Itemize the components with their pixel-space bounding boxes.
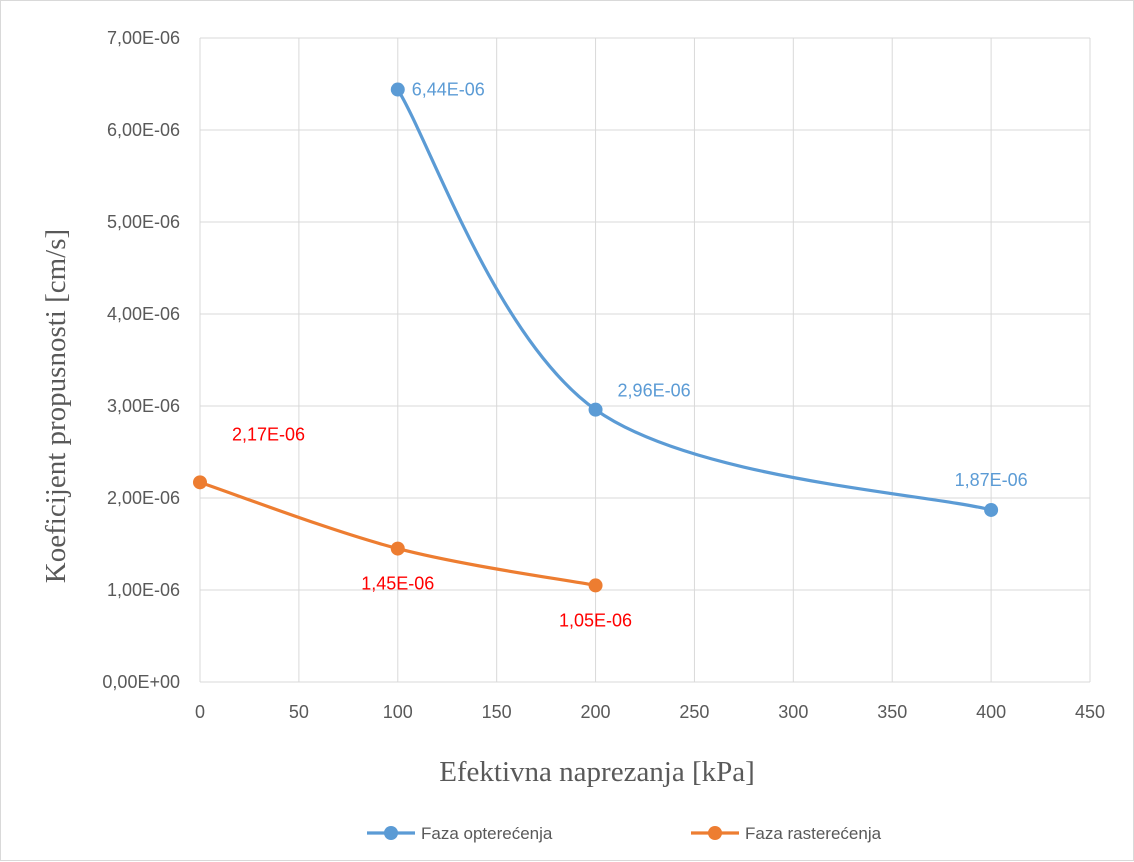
x-tick-label: 450: [1075, 702, 1105, 722]
y-tick-label: 5,00E-06: [107, 212, 180, 232]
x-tick-label: 100: [383, 702, 413, 722]
x-tick-label: 300: [778, 702, 808, 722]
data-label: 1,05E-06: [559, 610, 632, 630]
data-points: [193, 82, 999, 593]
x-axis-tick-labels: 0 50 100 150 200 250 300 350 400 450: [195, 702, 1105, 722]
legend-label: Faza rasterećenja: [745, 824, 882, 843]
data-label: 1,45E-06: [361, 574, 434, 594]
y-axis-tick-labels: 0,00E+00 1,00E-06 2,00E-06 3,00E-06 4,00E-06…: [102, 28, 180, 692]
data-point: [588, 402, 603, 417]
x-tick-label: 200: [581, 702, 611, 722]
legend-marker: [708, 826, 722, 840]
y-tick-label: 6,00E-06: [107, 120, 180, 140]
x-tick-label: 250: [679, 702, 709, 722]
data-labels: 6,44E-06 2,96E-06 1,87E-06 2,17E-06 1,45E-06…: [232, 80, 1028, 631]
data-point: [984, 502, 999, 517]
data-point: [193, 475, 207, 490]
x-tick-label: 150: [482, 702, 512, 722]
x-tick-label: 400: [976, 702, 1006, 722]
data-point: [390, 82, 405, 97]
y-tick-label: 1,00E-06: [107, 580, 180, 600]
data-label: 2,96E-06: [618, 381, 691, 401]
legend: Faza opterećenja Faza rasterećenja: [367, 824, 882, 843]
x-axis-title: Efektivna naprezanja [kPa]: [439, 756, 755, 788]
y-tick-label: 2,00E-06: [107, 488, 180, 508]
x-tick-label: 0: [195, 702, 205, 722]
x-tick-label: 350: [877, 702, 907, 722]
y-tick-label: 0,00E+00: [102, 672, 180, 692]
x-tick-label: 50: [289, 702, 309, 722]
legend-label: Faza opterećenja: [421, 824, 553, 843]
y-tick-label: 3,00E-06: [107, 396, 180, 416]
data-label: 2,17E-06: [232, 424, 305, 444]
gridlines: [199, 37, 1091, 683]
legend-marker: [384, 826, 398, 840]
data-label: 1,87E-06: [955, 470, 1028, 490]
y-axis-title: Koeficijent propusnosti [cm/s]: [40, 229, 72, 583]
y-tick-label: 4,00E-06: [107, 304, 180, 324]
data-point: [588, 578, 603, 593]
data-point: [390, 541, 405, 556]
data-label: 6,44E-06: [412, 80, 485, 100]
y-tick-label: 7,00E-06: [107, 28, 180, 48]
